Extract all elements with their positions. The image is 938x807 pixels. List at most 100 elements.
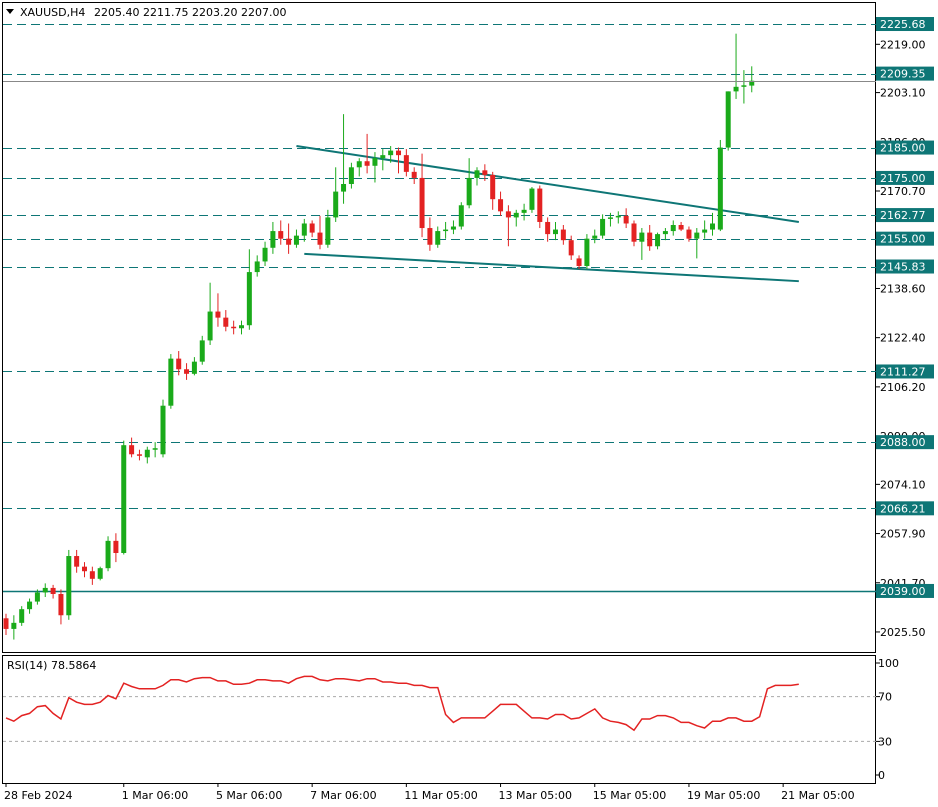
candle — [286, 223, 292, 254]
candle-body — [129, 445, 135, 455]
candle-body — [733, 86, 739, 92]
candle-body — [513, 212, 519, 218]
candle-body — [568, 240, 574, 256]
rsi-plot-frame — [2, 655, 876, 784]
candle-body — [607, 217, 613, 219]
x-tick-label: 21 Mar 05:00 — [781, 789, 854, 802]
candle-body — [615, 215, 621, 218]
chart-header: XAUUSD,H4 2205.40 2211.75 2203.20 2207.0… — [6, 6, 286, 19]
candle — [490, 171, 496, 210]
candle — [623, 208, 629, 229]
candle — [443, 221, 449, 239]
candle-body — [678, 225, 684, 230]
candle — [97, 566, 103, 581]
rsi-tick-label: 70 — [878, 691, 892, 704]
candle — [246, 249, 252, 330]
candle — [427, 217, 433, 251]
candle-body — [364, 161, 370, 166]
y-tick-label: 2025.50 — [880, 626, 926, 639]
rsi-line — [5, 675, 799, 732]
rsi-tick-label: 0 — [878, 769, 885, 782]
candle — [348, 162, 354, 189]
candle-body — [223, 317, 229, 327]
candle-body — [152, 448, 158, 450]
candle-body — [19, 609, 25, 623]
y-tick-label: 2203.10 — [880, 87, 926, 100]
candle-body — [309, 223, 315, 233]
symbol-label: XAUUSD,H4 — [20, 6, 85, 19]
candle — [411, 167, 417, 185]
candle — [568, 235, 574, 260]
candle-body — [521, 209, 527, 213]
rsi-panel: RSI(14) 78.5864 100 70 30 0 — [2, 655, 899, 784]
candle-body — [717, 147, 723, 230]
candle-body — [254, 261, 260, 273]
rsi-axis: 100 70 30 0 — [876, 657, 899, 782]
candle-body — [380, 155, 386, 159]
candle — [639, 228, 645, 260]
candle-body — [372, 158, 378, 166]
candle-body — [113, 540, 119, 553]
candle — [184, 363, 190, 380]
candle — [710, 212, 715, 236]
level-badge — [876, 501, 934, 516]
candle — [466, 158, 472, 209]
candle-body — [348, 167, 354, 185]
candle — [3, 613, 9, 635]
level-badge — [876, 259, 934, 274]
candle-body — [66, 556, 72, 616]
candle-body — [741, 85, 747, 87]
x-tick-label: 5 Mar 06:00 — [216, 789, 282, 802]
candle — [191, 357, 197, 376]
candle-body — [388, 150, 394, 156]
candle — [199, 335, 205, 365]
level-badge-label: 2209.35 — [880, 68, 926, 81]
time-axis[interactable]: 28 Feb 2024 1 Mar 06:00 5 Mar 06:00 7 Mar 0… — [4, 783, 855, 802]
y-tick-label: 2122.40 — [880, 332, 926, 345]
candle-body — [443, 229, 449, 232]
candle — [58, 589, 64, 625]
candle — [670, 220, 676, 236]
candle — [545, 217, 551, 242]
candle-body — [710, 223, 715, 230]
level-badge-label: 2225.68 — [880, 18, 926, 31]
candle-body — [466, 177, 472, 206]
candle-body — [293, 235, 299, 245]
triangle-down-icon[interactable] — [6, 9, 14, 14]
candle — [396, 147, 401, 174]
price-axis[interactable]: 2219.002203.102186.902170.702154.502138.… — [876, 17, 934, 639]
y-tick-label: 2219.00 — [880, 38, 926, 51]
level-badge-label: 2162.77 — [880, 209, 926, 222]
candle-body — [631, 223, 637, 242]
candle — [207, 282, 213, 345]
candle — [262, 241, 268, 267]
main-plot-frame — [2, 2, 876, 653]
candle — [631, 220, 637, 247]
candle — [136, 449, 142, 461]
candle-body — [168, 358, 174, 406]
candle — [662, 228, 668, 241]
trendline-upper[interactable] — [296, 145, 799, 223]
candle — [733, 33, 739, 99]
candle — [121, 440, 127, 555]
candle-body — [584, 238, 590, 267]
candle — [19, 606, 25, 626]
candle — [66, 549, 72, 620]
candle — [168, 354, 174, 409]
candle — [678, 221, 684, 232]
y-tick-label: 2074.10 — [880, 478, 926, 491]
candle-body — [576, 258, 582, 267]
candle-body — [482, 170, 488, 175]
trendline-lower[interactable] — [304, 252, 799, 283]
candle — [341, 114, 347, 204]
candle-body — [27, 601, 33, 610]
candle — [576, 255, 582, 270]
candle-body — [176, 358, 182, 370]
candle — [521, 203, 527, 221]
candle — [592, 229, 598, 244]
candle-body — [246, 272, 252, 326]
candle-body — [600, 218, 606, 236]
candle — [482, 164, 488, 181]
candle — [11, 615, 17, 640]
